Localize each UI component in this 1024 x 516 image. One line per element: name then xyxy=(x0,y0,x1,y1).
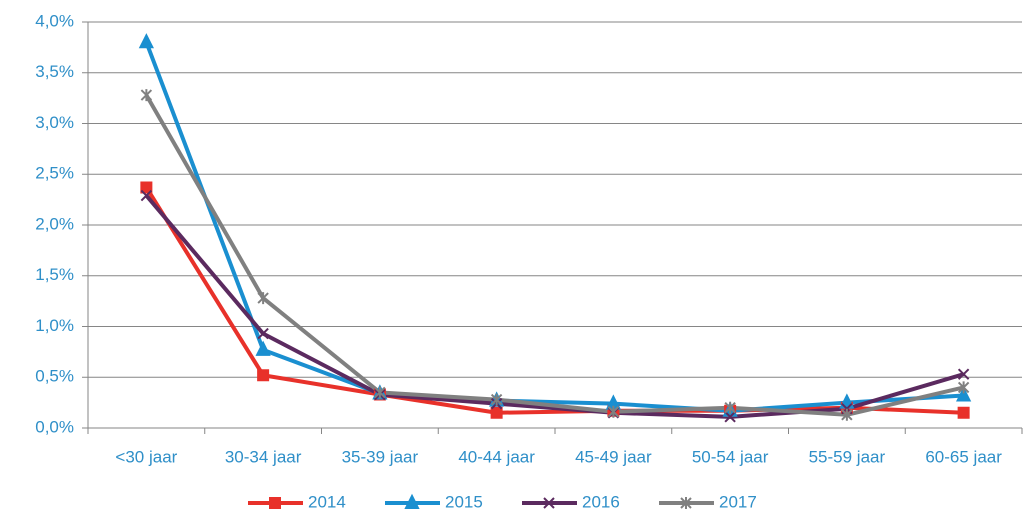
y-tick-label: 3,5% xyxy=(35,62,74,81)
legend-label: 2017 xyxy=(719,492,757,511)
marker xyxy=(257,292,269,305)
marker xyxy=(957,406,970,419)
marker xyxy=(269,497,281,509)
marker xyxy=(140,189,153,202)
marker xyxy=(957,381,970,394)
y-tick-label: 3,0% xyxy=(35,113,74,132)
marker xyxy=(724,401,736,414)
marker xyxy=(257,369,270,382)
marker xyxy=(138,33,154,49)
marker xyxy=(140,89,153,102)
x-tick-label: 35-39 jaar xyxy=(342,447,419,466)
y-tick-label: 1,0% xyxy=(35,316,74,335)
x-tick-label: 50-54 jaar xyxy=(692,447,769,466)
marker xyxy=(724,411,736,423)
x-tick-label: 60-65 jaar xyxy=(925,447,1002,466)
marker xyxy=(255,340,271,356)
y-tick-label: 1,5% xyxy=(35,265,74,284)
marker xyxy=(257,327,269,340)
legend-label: 2014 xyxy=(308,492,346,511)
y-tick-label: 0,5% xyxy=(35,367,74,386)
x-tick-label: <30 jaar xyxy=(115,447,177,466)
marker xyxy=(956,386,972,402)
legend-label: 2016 xyxy=(582,492,620,511)
x-tick-label: 45-49 jaar xyxy=(575,447,652,466)
series-line xyxy=(144,94,965,417)
marker xyxy=(490,406,503,419)
legend-label: 2015 xyxy=(445,492,483,511)
y-tick-label: 0,0% xyxy=(35,417,74,436)
marker xyxy=(607,405,620,418)
marker xyxy=(140,181,153,194)
y-tick-label: 4,0% xyxy=(35,11,74,30)
marker xyxy=(841,408,853,421)
marker xyxy=(404,493,420,509)
series-line xyxy=(144,41,964,413)
x-tick-label: 55-59 jaar xyxy=(809,447,886,466)
marker xyxy=(490,393,503,406)
marker xyxy=(680,497,692,509)
x-tick-label: 30-34 jaar xyxy=(225,447,302,466)
series-line xyxy=(144,194,965,419)
x-tick-label: 40-44 jaar xyxy=(458,447,535,466)
marker xyxy=(957,368,970,380)
marker xyxy=(374,386,386,399)
y-tick-label: 2,0% xyxy=(35,214,74,233)
y-tick-label: 2,5% xyxy=(35,164,74,183)
marker xyxy=(543,497,555,509)
